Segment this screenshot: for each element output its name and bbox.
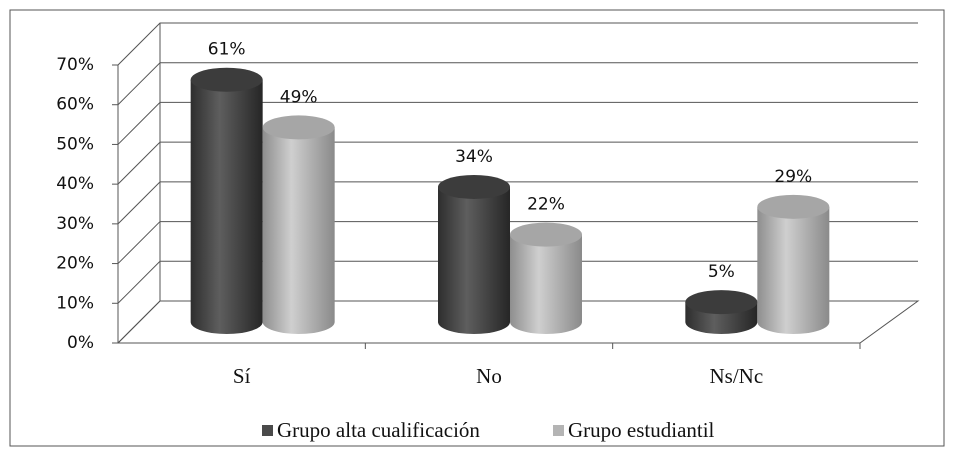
y-tick-label: 20% [56, 254, 94, 274]
bar [757, 206, 830, 334]
y-tick-label: 60% [56, 95, 94, 115]
data-label: 34% [455, 147, 493, 167]
y-tick-label: 10% [56, 293, 94, 313]
bar-top [190, 67, 263, 92]
grid-line [117, 221, 918, 264]
data-label: 49% [280, 87, 318, 107]
grid-line [117, 141, 918, 185]
grid-line [117, 62, 918, 106]
grid-line [117, 260, 918, 304]
bar-top [757, 194, 830, 219]
bar [262, 127, 335, 335]
bar-top [685, 290, 758, 315]
legend-swatch [553, 425, 564, 436]
x-tick-label: Ns/Nc [709, 364, 763, 388]
bar [190, 79, 263, 334]
grid-line [117, 101, 918, 145]
y-tick-label: 50% [56, 134, 94, 154]
bar [510, 234, 582, 334]
grid-line [117, 181, 918, 225]
bar-top [438, 174, 510, 199]
legend-label: Grupo estudiantil [568, 418, 715, 442]
data-label: 22% [527, 195, 565, 215]
grid-line [117, 22, 918, 66]
bar-top [262, 115, 335, 140]
data-label: 29% [774, 167, 812, 187]
data-label: 5% [708, 262, 735, 282]
bar-top [510, 222, 582, 247]
legend-swatch [262, 425, 273, 436]
x-tick-label: Sí [233, 364, 251, 388]
chart-border [9, 9, 945, 447]
grid-line [117, 300, 918, 344]
y-tick-label: 30% [56, 214, 94, 234]
x-tick-label: No [476, 364, 502, 388]
y-tick-label: 0% [67, 333, 94, 353]
y-tick-label: 40% [56, 174, 94, 194]
bar [438, 186, 510, 334]
legend-label: Grupo alta cualificación [277, 418, 480, 442]
y-tick-label: 70% [56, 55, 94, 75]
data-label: 61% [208, 40, 246, 60]
